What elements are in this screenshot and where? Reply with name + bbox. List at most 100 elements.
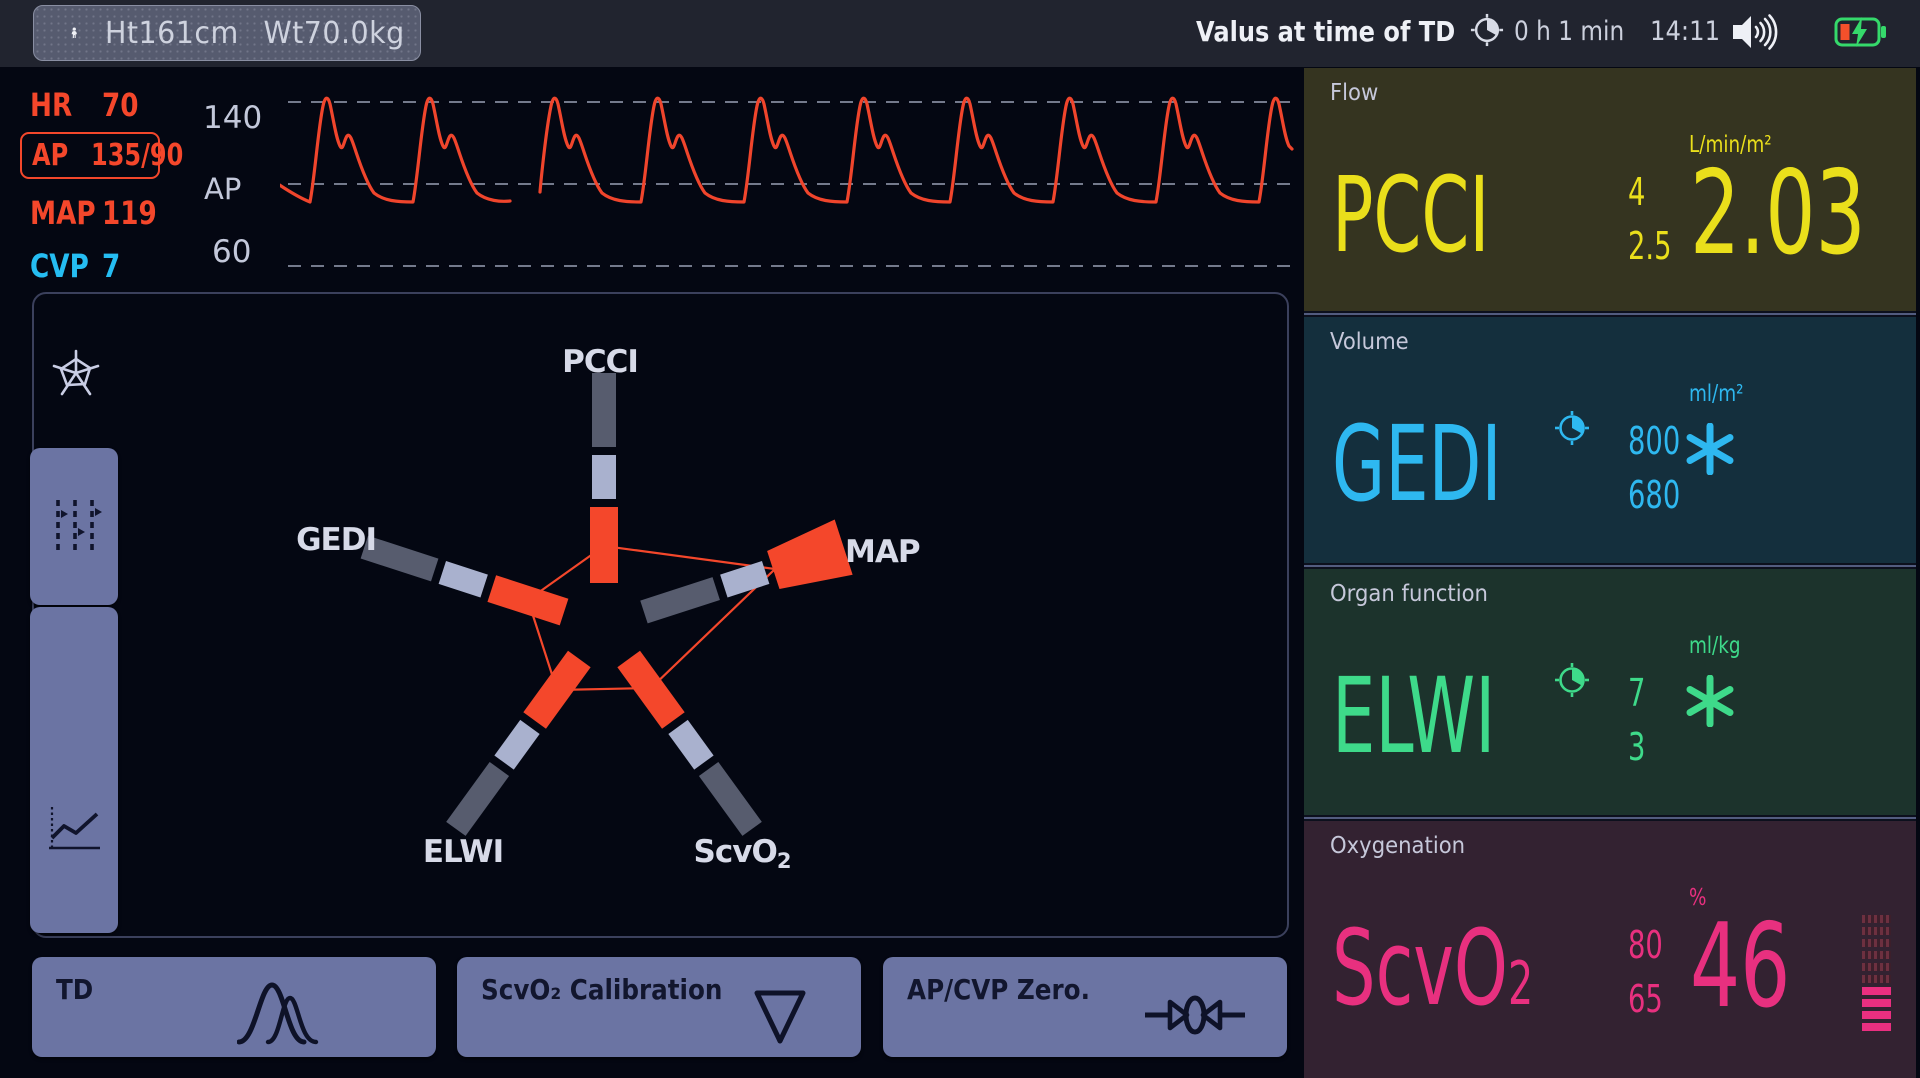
volume-range-high: 800 bbox=[1628, 419, 1681, 463]
volume-category-label: Volume bbox=[1330, 329, 1409, 355]
oxygenation-unit: % bbox=[1689, 885, 1707, 911]
oxygenation-range-high: 80 bbox=[1628, 923, 1663, 967]
flow-unit: L/min/m² bbox=[1689, 132, 1772, 158]
ap-cvp-zero-button[interactable]: AP/CVP Zero. bbox=[883, 957, 1287, 1057]
ap-label: AP bbox=[32, 138, 69, 173]
spider-map-normal-zone bbox=[720, 561, 770, 598]
waveform-axis-label: AP bbox=[204, 172, 242, 206]
status-label: Valus at time of TD bbox=[1196, 15, 1456, 48]
spider-diagram: PCCI MAP GEDI ELWI ScvO2 bbox=[296, 344, 921, 873]
ap-value: 135/90 bbox=[91, 138, 184, 173]
no-value-asterisk-icon bbox=[1686, 675, 1734, 727]
volume-param-name: GEDI bbox=[1332, 403, 1502, 525]
spider-scvo2-indicator bbox=[617, 650, 685, 729]
spider-label-gedi: GEDI bbox=[296, 522, 376, 558]
spider-pcci-outer-zone bbox=[592, 373, 616, 447]
arterial-pressure-trace bbox=[280, 96, 1294, 204]
organ-category-label: Organ function bbox=[1330, 581, 1488, 607]
flow-param-name: PCCI bbox=[1332, 154, 1490, 276]
tab-limits-view[interactable] bbox=[30, 448, 118, 605]
flow-category-label: Flow bbox=[1330, 80, 1379, 106]
flow-panel[interactable]: Flow PCCI 4 2.5 L/min/m² 2.03 bbox=[1304, 68, 1916, 311]
organ-range-low: 3 bbox=[1628, 725, 1646, 769]
hr-readout: HR 70 bbox=[30, 86, 147, 124]
cvp-label: CVP bbox=[30, 247, 89, 285]
thermodilution-curve-icon bbox=[237, 982, 319, 1045]
oxygenation-param-name: ScvO2 bbox=[1332, 907, 1534, 1029]
spider-label-elwi: ELWI bbox=[423, 834, 503, 870]
scvo2-calibration-button[interactable]: ScvO₂ Calibration bbox=[457, 957, 861, 1057]
spider-web-icon bbox=[52, 349, 100, 396]
patient-height: Ht161cm bbox=[104, 15, 239, 51]
cvp-value: 7 bbox=[102, 247, 121, 285]
organ-unit: ml/kg bbox=[1689, 633, 1741, 659]
tab-trend-view[interactable] bbox=[30, 607, 118, 933]
ap-waveform bbox=[280, 96, 1294, 267]
clock-time: 14:11 bbox=[1650, 16, 1721, 47]
organ-range-high: 7 bbox=[1628, 671, 1646, 715]
spider-pcci-normal-zone bbox=[592, 455, 616, 499]
zeroing-icon bbox=[1145, 995, 1245, 1035]
panel-divider bbox=[1304, 815, 1916, 821]
spider-label-scvo2: ScvO2 bbox=[694, 834, 791, 873]
patient-data: Ht161cm Wt70.0kg bbox=[105, 16, 405, 51]
scvo2-calibration-label: ScvO₂ Calibration bbox=[481, 973, 723, 1006]
patient-info-button[interactable]: Ht161cm Wt70.0kg bbox=[33, 5, 421, 61]
top-bar: Ht161cm Wt70.0kg Valus at time of TD 0 h … bbox=[0, 0, 1920, 67]
spider-gedi-normal-zone bbox=[438, 561, 488, 598]
spider-map-inner-zone bbox=[640, 577, 720, 624]
ap-cvp-zero-label: AP/CVP Zero. bbox=[907, 973, 1090, 1006]
organ-param-name: ELWI bbox=[1332, 655, 1496, 777]
hr-label: HR bbox=[30, 86, 73, 124]
td-button[interactable]: TD bbox=[32, 957, 436, 1057]
battery-charging-icon bbox=[1834, 15, 1888, 53]
spider-label-map: MAP bbox=[845, 534, 920, 570]
map-readout: MAP 119 bbox=[30, 194, 169, 232]
oxygenation-value: 46 bbox=[1690, 899, 1791, 1034]
scale-top-label: 140 bbox=[203, 100, 263, 136]
spider-elwi-outer-zone bbox=[446, 761, 510, 836]
ap-readout-box[interactable]: AP 135/90 bbox=[20, 132, 183, 179]
map-value: 119 bbox=[102, 194, 157, 232]
panel-divider bbox=[1304, 311, 1916, 317]
volume-panel[interactable]: Volume GEDI 800 680 ml/m² bbox=[1304, 317, 1916, 563]
panel-divider bbox=[1304, 563, 1916, 569]
hr-value: 70 bbox=[102, 86, 139, 124]
organ-function-panel[interactable]: Organ function ELWI 7 3 ml/kg bbox=[1304, 569, 1916, 815]
td-button-label: TD bbox=[56, 973, 94, 1006]
oxygenation-range-low: 65 bbox=[1628, 977, 1663, 1021]
spider-gedi-outer-zone bbox=[360, 535, 439, 582]
oxygenation-category-label: Oxygenation bbox=[1330, 833, 1466, 859]
tab-spider-view[interactable] bbox=[50, 346, 102, 402]
limits-icon bbox=[56, 500, 102, 554]
oxygenation-panel[interactable]: Oxygenation ScvO2 80 65 % 46 bbox=[1304, 821, 1916, 1078]
spider-label-pcci: PCCI bbox=[562, 344, 638, 380]
scale-bottom-label: 60 bbox=[212, 234, 252, 270]
trend-chart-icon bbox=[49, 807, 100, 850]
map-label: MAP bbox=[30, 194, 96, 232]
flow-value: 2.03 bbox=[1690, 146, 1866, 281]
flow-range-high: 4 bbox=[1628, 170, 1646, 214]
flow-range-low: 2.5 bbox=[1628, 224, 1672, 268]
spider-pcci-indicator bbox=[590, 507, 618, 583]
timer-icon bbox=[1555, 411, 1589, 445]
volume-range-low: 680 bbox=[1628, 473, 1681, 517]
spider-scvo2-outer-zone bbox=[698, 761, 762, 836]
timer-icon bbox=[1470, 13, 1504, 51]
patient-icon bbox=[71, 27, 77, 38]
no-value-asterisk-icon bbox=[1686, 423, 1734, 475]
cvp-readout: CVP 7 bbox=[30, 247, 124, 285]
signal-quality-gauge bbox=[1862, 915, 1891, 1031]
volume-unit: ml/m² bbox=[1689, 381, 1744, 407]
speaker-icon bbox=[1733, 13, 1779, 55]
spider-scvo2-normal-zone bbox=[668, 719, 714, 770]
spider-elwi-normal-zone bbox=[494, 719, 540, 770]
spider-map-indicator bbox=[767, 519, 853, 590]
patient-weight: Wt70.0kg bbox=[263, 15, 405, 51]
spider-gedi-indicator bbox=[487, 575, 569, 626]
calibration-triangle-icon bbox=[754, 990, 806, 1044]
timer-icon bbox=[1555, 663, 1589, 697]
elapsed-time: 0 h 1 min bbox=[1514, 16, 1625, 47]
spider-elwi-indicator bbox=[523, 650, 591, 729]
